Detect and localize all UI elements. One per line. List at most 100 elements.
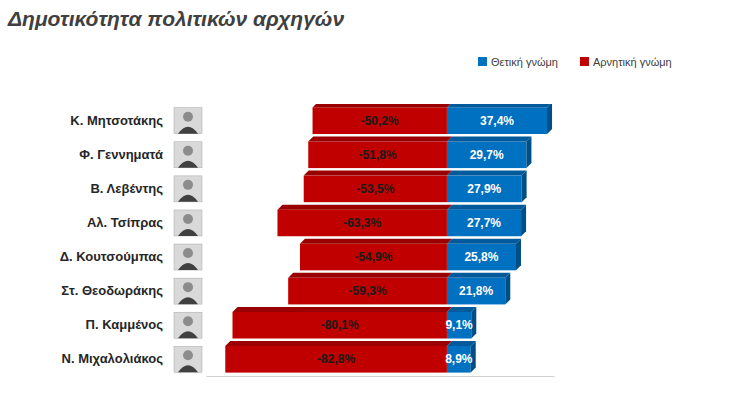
legend-label: Αρνητική γνώμη <box>593 56 672 68</box>
bar <box>447 244 516 271</box>
legend: Θετική γνώμη Αρνητική γνώμη <box>478 56 672 68</box>
bar <box>300 244 447 271</box>
data-labels: 37,4% 29,7% 27,9% 27,7% 25,8% 21,8% 9,1% 8,9% -5… <box>317 114 514 367</box>
portrait <box>174 278 202 304</box>
bar <box>447 278 505 305</box>
y-tick-label: Φ. Γεννηματά <box>79 147 163 162</box>
portrait <box>174 176 202 202</box>
portrait-body <box>178 127 198 134</box>
y-tick-label: Κ. Μητσοτάκης <box>70 113 163 128</box>
portrait-head <box>183 180 193 190</box>
portrait-body <box>178 229 198 236</box>
bar-depth <box>447 273 510 278</box>
bar <box>277 210 446 237</box>
portrait-body <box>178 161 198 168</box>
portrait-head <box>183 146 193 156</box>
bar-depth <box>313 104 452 107</box>
y-axis: Κ. Μητσοτάκης Φ. Γεννηματά Β. Λεβέντης Αλ. … <box>60 105 164 377</box>
y-tick: Δ. Κουτσούμπας <box>60 249 164 264</box>
data-label: -63,3% <box>343 216 381 230</box>
y-tick: Ν. Μιχαλολιάκος <box>62 351 164 366</box>
y-tick: Στ. Θεοδωράκης <box>61 283 163 298</box>
bar <box>313 107 447 134</box>
data-label: -59,3% <box>349 284 387 298</box>
bar <box>447 210 521 237</box>
bar-depth <box>304 171 452 176</box>
y-tick: Κ. Μητσοτάκης <box>70 113 163 128</box>
legend-swatch <box>478 57 487 66</box>
portrait-body <box>178 263 198 270</box>
bar-depth <box>225 341 452 346</box>
data-label: -51,8% <box>359 148 397 162</box>
bar <box>225 346 447 373</box>
x-axis-line <box>207 376 555 377</box>
portrait-head <box>183 316 193 326</box>
bar-depth <box>288 273 452 278</box>
bar-depth <box>447 307 476 312</box>
data-label: 9,1% <box>445 318 473 332</box>
bar-depth <box>447 171 527 176</box>
bar <box>288 278 447 305</box>
y-tick-label: Π. Καμμένος <box>86 317 164 332</box>
bar-depth <box>447 136 532 141</box>
y-tick: Β. Λεβέντης <box>90 181 163 196</box>
portrait-head <box>183 248 193 258</box>
bar <box>304 176 447 203</box>
x-axis <box>207 376 555 377</box>
y-tick-label: Στ. Θεοδωράκης <box>61 283 163 298</box>
chart: Δημοτικότητα πολιτικών αρχηγών37,4%29,7%… <box>0 0 735 396</box>
portrait-head <box>183 282 193 292</box>
data-label: -54,9% <box>354 250 392 264</box>
bar <box>233 312 447 339</box>
data-label: 27,7% <box>467 216 501 230</box>
data-label: 25,8% <box>464 250 498 264</box>
bar-side <box>522 171 527 203</box>
portrait-head <box>183 112 193 122</box>
portrait-body <box>178 331 198 338</box>
data-label: -53,5% <box>356 182 394 196</box>
portrait <box>174 210 202 236</box>
y-tick: Π. Καμμένος <box>86 317 164 332</box>
portrait <box>174 346 202 372</box>
legend-swatch <box>580 57 589 66</box>
portrait-body <box>178 297 198 304</box>
legend-label: Θετική γνώμη <box>491 56 558 68</box>
y-axis-line <box>163 105 164 377</box>
bar <box>447 176 522 203</box>
data-label: 8,9% <box>445 352 473 366</box>
y-tick-label: Αλ. Τσίπρας <box>87 215 163 230</box>
data-label: 21,8% <box>459 284 493 298</box>
portrait-body <box>178 365 198 372</box>
y-tick-label: Β. Λεβέντης <box>90 181 163 196</box>
bar <box>447 107 547 134</box>
data-label: 27,9% <box>467 182 501 196</box>
portrait <box>174 244 202 270</box>
portrait <box>174 108 202 134</box>
bar <box>308 141 447 168</box>
bar-depth <box>233 307 452 312</box>
bar <box>447 141 527 168</box>
bar-depth <box>447 205 526 210</box>
bar-depth <box>277 205 451 210</box>
portrait <box>174 312 202 338</box>
portrait-head <box>183 214 193 224</box>
bar-depth <box>447 341 476 346</box>
portrait-body <box>178 195 198 202</box>
data-label: 37,4% <box>480 114 514 128</box>
bar-depth <box>447 239 521 244</box>
bar-depth <box>447 104 552 107</box>
bar-depth <box>300 239 452 244</box>
y-tick-label: Δ. Κουτσούμπας <box>60 249 164 264</box>
bar-depth <box>308 136 452 141</box>
bar-side <box>526 136 531 168</box>
portrait-head <box>183 350 193 360</box>
y-tick-label: Ν. Μιχαλολιάκος <box>62 351 164 366</box>
bar-side <box>505 273 510 305</box>
bar-side <box>516 239 521 271</box>
bar-side <box>547 104 552 134</box>
portrait <box>174 142 202 168</box>
bars <box>225 104 552 373</box>
y-tick: Φ. Γεννηματά <box>79 147 163 162</box>
y-tick: Αλ. Τσίπρας <box>87 215 163 230</box>
data-label: 29,7% <box>470 148 504 162</box>
